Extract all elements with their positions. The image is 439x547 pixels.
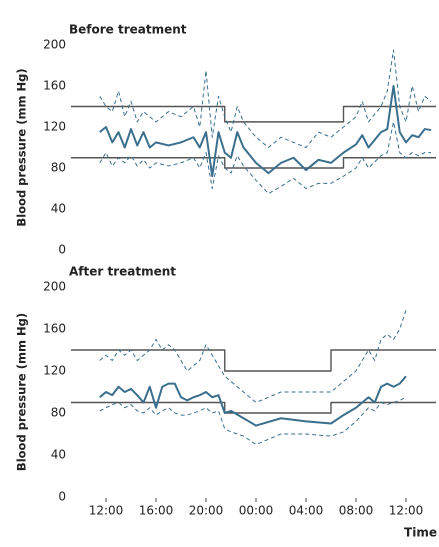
- y-tick-label: 160: [43, 322, 66, 336]
- y-tick-label: 120: [43, 120, 66, 134]
- y-tick-label: 80: [51, 406, 66, 420]
- y-tick-label: 160: [43, 79, 66, 93]
- threshold-line: [71, 349, 436, 372]
- mean-line: [99, 375, 407, 427]
- panel-title: After treatment: [69, 265, 176, 279]
- threshold-line: [71, 401, 436, 414]
- y-tick-label: 40: [51, 448, 66, 462]
- mean-line: [99, 85, 432, 178]
- range-line: [99, 396, 407, 445]
- y-tick-label: 80: [51, 161, 66, 175]
- x-tick-label: 16:00: [139, 504, 174, 518]
- threshold-line: [71, 105, 436, 123]
- y-tick-label: 200: [43, 280, 66, 294]
- x-tick-label: 20:00: [189, 504, 224, 518]
- y-tick-label: 120: [43, 364, 66, 378]
- y-tick-label: 200: [43, 38, 66, 52]
- y-tick-label: 0: [58, 243, 66, 257]
- x-axis-label: Time: [404, 526, 437, 540]
- x-tick-label: 12:00: [389, 504, 424, 518]
- panel-title: Before treatment: [69, 23, 187, 37]
- x-tick-label: 04:00: [289, 504, 324, 518]
- y-axis-label: Blood pressure (mm Hg): [15, 68, 29, 226]
- range-line: [99, 49, 432, 148]
- x-tick-label: 12:00: [89, 504, 124, 518]
- threshold-line: [71, 157, 436, 169]
- range-line: [99, 309, 407, 403]
- y-axis-label: Blood pressure (mm Hg): [15, 313, 29, 471]
- range-line: [99, 121, 431, 195]
- y-tick-label: 40: [51, 202, 66, 216]
- x-tick-label: 00:00: [239, 504, 274, 518]
- x-tick-label: 08:00: [339, 504, 374, 518]
- y-tick-label: 0: [58, 490, 66, 504]
